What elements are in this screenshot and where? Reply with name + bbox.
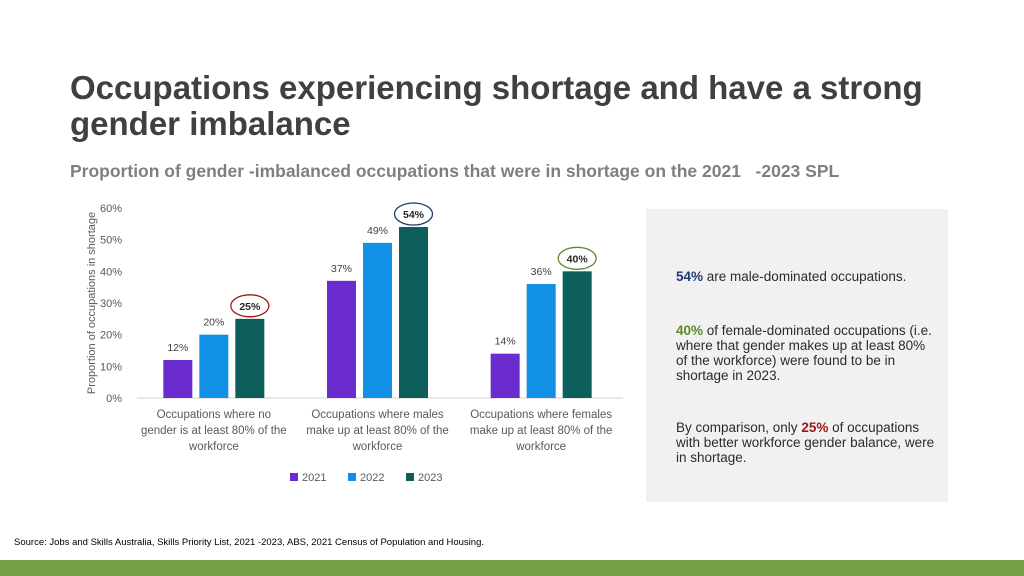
category-label: workforce	[188, 441, 239, 453]
footer-bar	[0, 560, 1024, 576]
bar-chart: 0% 10% 20% 30% 40% 50% 60%Proportion of occupa…	[86, 202, 623, 484]
data-label: 14%	[495, 336, 516, 348]
y-axis-label: Proportion of occupations in shortage	[86, 212, 98, 394]
data-label: 12%	[167, 342, 188, 354]
legend-label: 2023	[418, 472, 442, 484]
y-tick-label: 40%	[100, 266, 122, 278]
y-tick-label: 0%	[106, 393, 122, 405]
legend-label: 2021	[302, 472, 326, 484]
page-title: Occupations experiencing shortage and ha…	[70, 69, 923, 142]
legend-label: 2022	[360, 472, 384, 484]
key-findings-panel: 54% are male-dominated occupations. 40% …	[646, 209, 948, 502]
bar-2022	[526, 284, 556, 398]
bar-2021	[490, 353, 520, 398]
data-label: 49%	[367, 225, 388, 237]
bar-2023	[235, 318, 265, 398]
balanced-pre-text: By comparison, only	[676, 420, 802, 435]
legend-swatch-2023	[406, 473, 414, 481]
balanced-text: of occupations with better workforce gen…	[676, 420, 935, 465]
category-label: workforce	[352, 441, 403, 453]
highlight-circle	[557, 246, 597, 270]
female-percent: 40%	[676, 323, 704, 338]
category-label: make up at least 80% of the	[470, 425, 613, 437]
balanced-percent: 25%	[801, 420, 829, 435]
category-label: gender is at least 80% of the	[141, 425, 287, 437]
y-tick-label: 20%	[100, 330, 122, 342]
y-tick-label: 30%	[100, 298, 122, 310]
source-note: Source: Jobs and Skills Australia, Skill…	[14, 537, 484, 548]
data-label: 54%	[403, 209, 425, 221]
category-label: workforce	[515, 441, 566, 453]
finding-male: 54% are male-dominated occupations.	[676, 269, 936, 284]
bar-2023	[399, 227, 428, 398]
data-label: 25%	[239, 301, 261, 313]
category-label: make up at least 80% of the	[306, 425, 449, 437]
bar-2022	[363, 242, 392, 398]
bar-2021	[327, 280, 356, 398]
y-tick-label: 60%	[100, 203, 122, 215]
data-label: 37%	[331, 263, 352, 275]
category-label: Occupations where males	[311, 409, 444, 421]
data-label: 20%	[203, 317, 224, 329]
chart-subtitle: Proportion of gender -imbalanced occupat…	[70, 161, 840, 181]
highlight-circle	[230, 294, 270, 318]
y-tick-label: 50%	[100, 235, 122, 247]
data-label: 36%	[531, 266, 552, 278]
finding-female: 40% of female-dominated occupations (i.e…	[676, 323, 936, 383]
highlight-circle	[393, 202, 434, 226]
category-label: Occupations where no	[157, 409, 271, 421]
finding-balanced: By comparison, only 25% of occupations w…	[676, 420, 936, 465]
male-text: are male-dominated occupations.	[703, 269, 907, 284]
y-tick-label: 10%	[100, 361, 122, 373]
category-label: Occupations where females	[470, 409, 612, 421]
legend-swatch-2022	[348, 473, 356, 481]
bar-2022	[199, 334, 229, 398]
female-text: of female-dominated occupations (i.e. wh…	[676, 323, 932, 383]
bar-2021	[163, 360, 193, 398]
data-label: 40%	[567, 253, 589, 265]
legend-swatch-2021	[290, 473, 298, 481]
male-percent: 54%	[676, 269, 704, 284]
bar-2023	[562, 271, 592, 398]
